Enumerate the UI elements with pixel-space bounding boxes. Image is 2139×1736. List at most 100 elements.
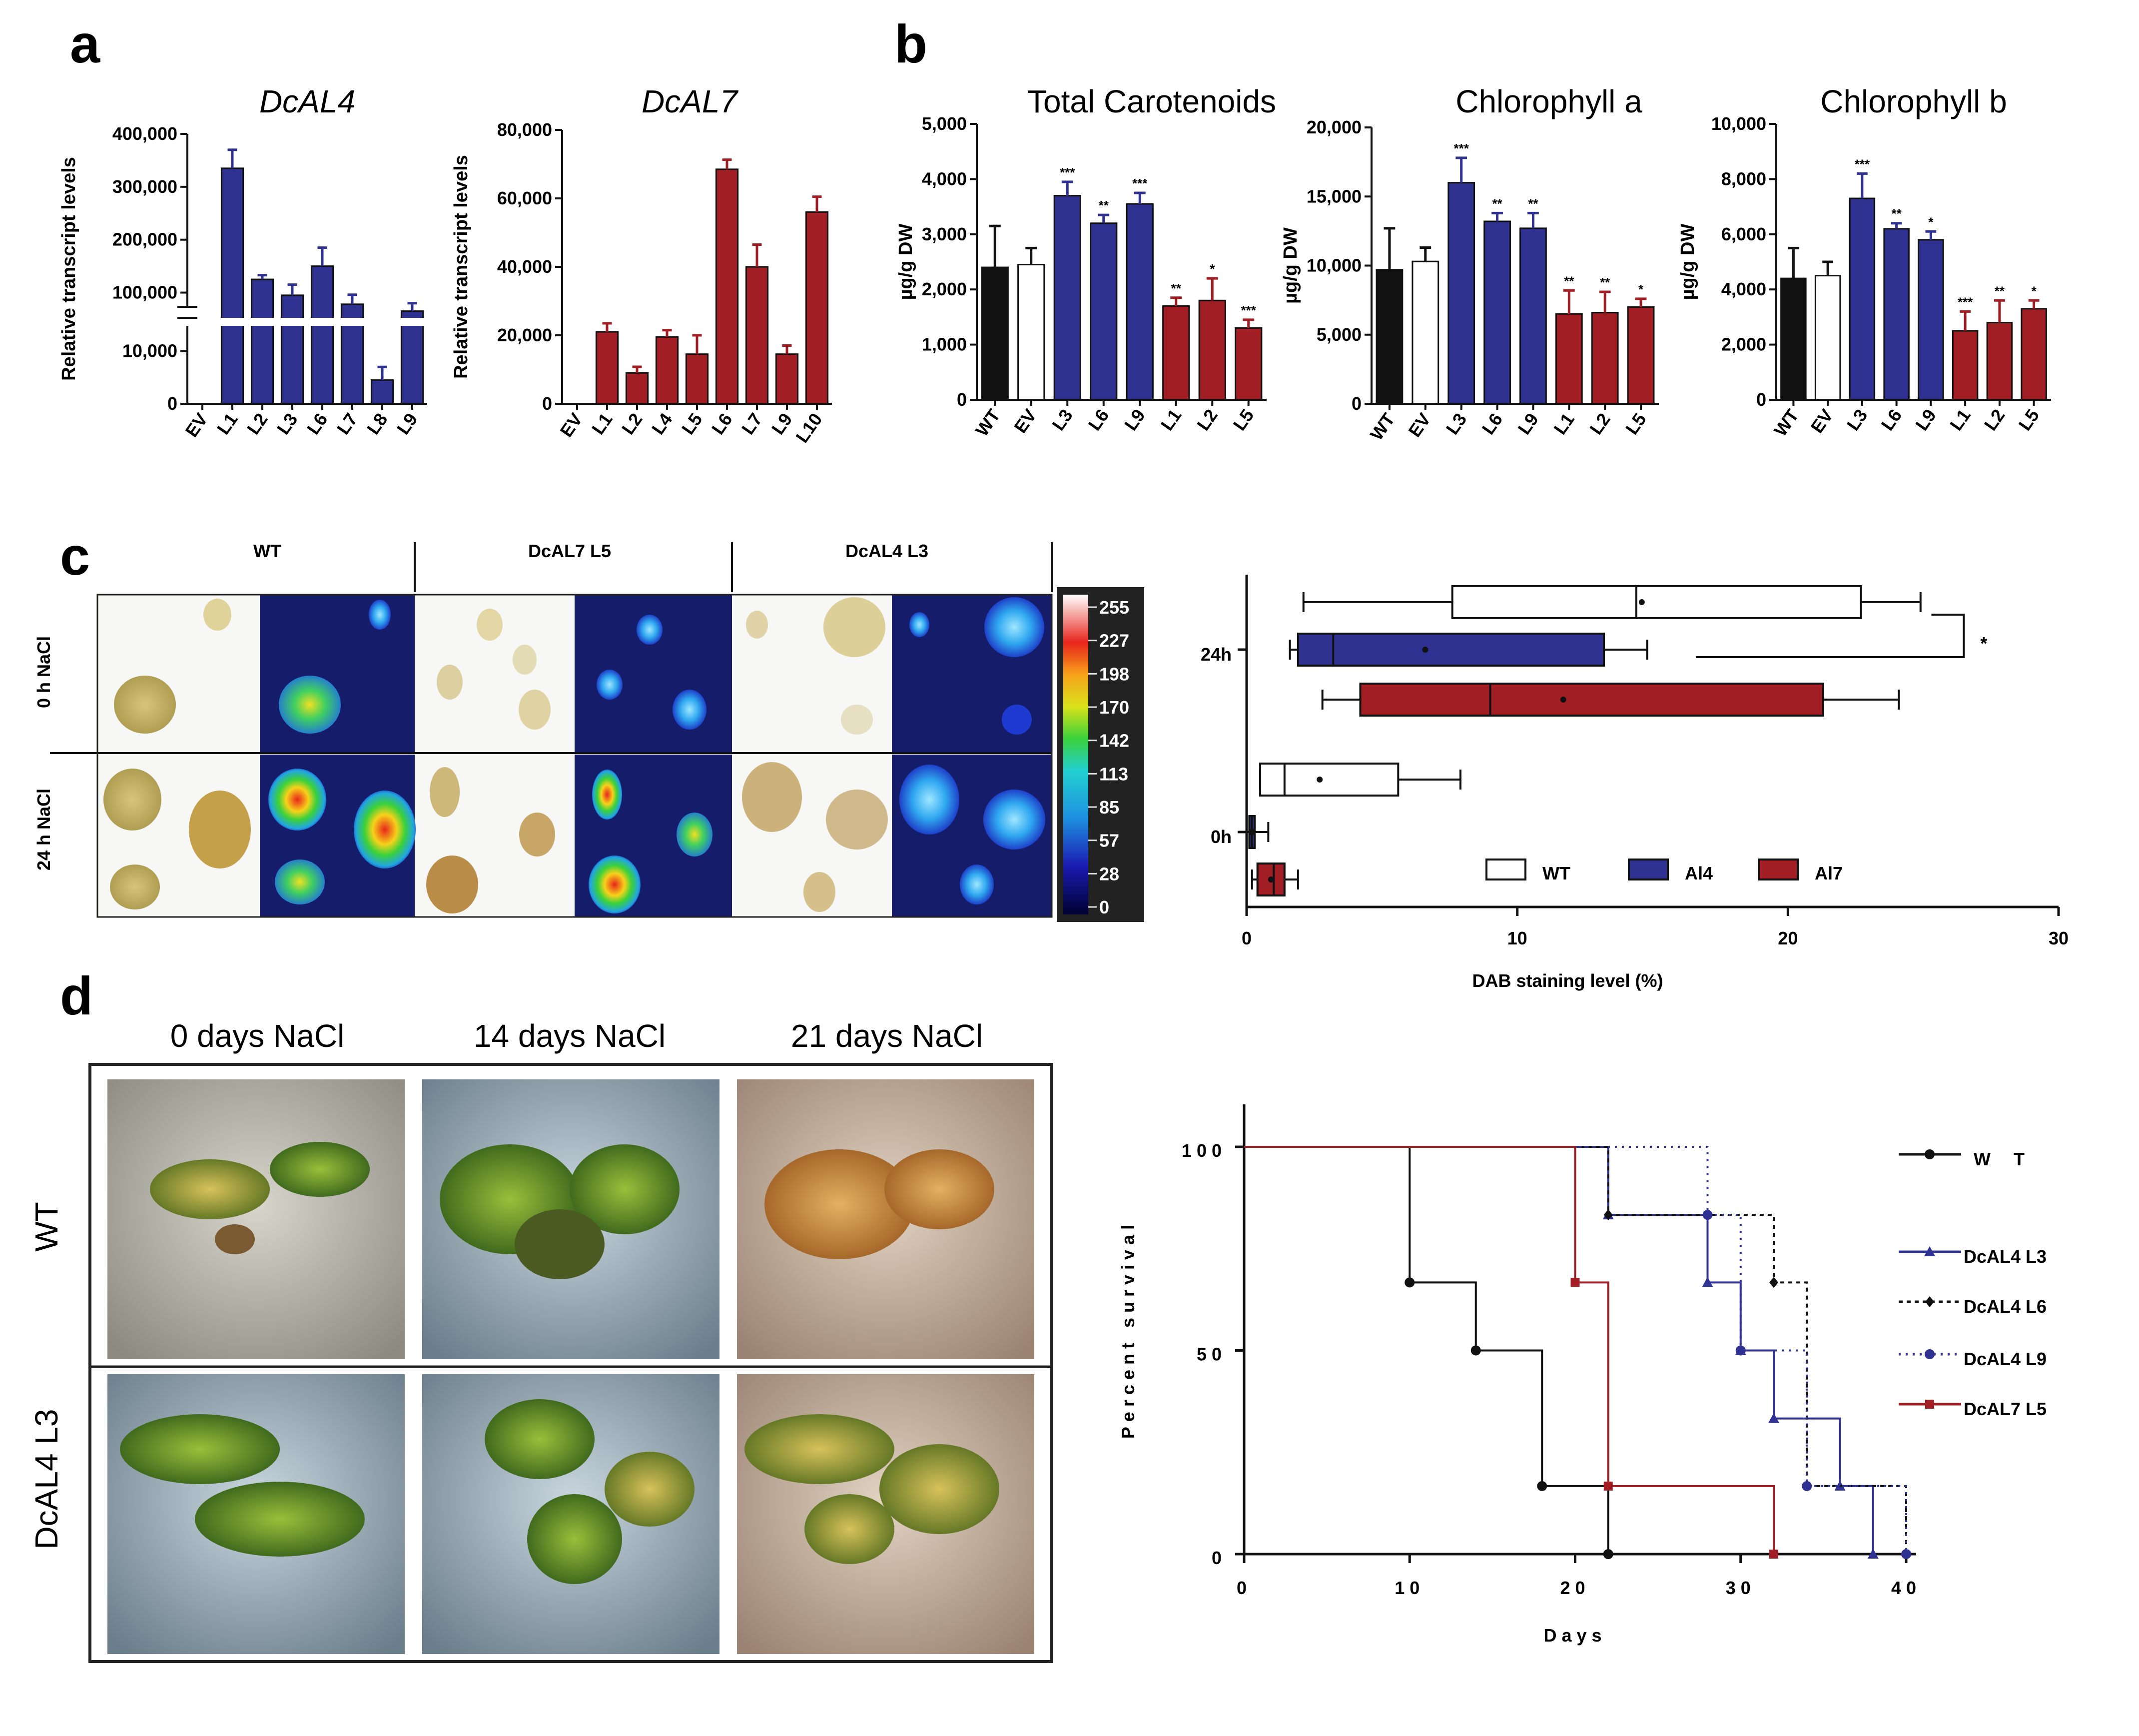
x-tick-label: L1 xyxy=(213,409,242,438)
legend-swatch xyxy=(1485,859,1526,880)
bar-l2 xyxy=(1198,299,1226,401)
y-tick-label: 400,000 xyxy=(112,123,177,144)
bar-ev xyxy=(1412,260,1439,405)
x-tick-label: L6 xyxy=(708,409,736,438)
bar-l9 xyxy=(1519,227,1547,405)
panel-letter-a: a xyxy=(70,13,100,74)
row-label-0h-nacl: 0 h NaCl xyxy=(33,636,54,708)
series-marker xyxy=(1702,1277,1713,1287)
y-tick-label: 0 xyxy=(1756,389,1766,410)
x-tick-label: L5 xyxy=(1229,405,1258,434)
box-24h-al4 xyxy=(1289,633,1648,667)
x-axis-label: Days xyxy=(1543,1625,1606,1646)
chart-title: Chlorophyll a xyxy=(1455,83,1642,119)
x-tick-label: L1 xyxy=(1946,405,1975,434)
group-label: 0h xyxy=(1211,827,1232,847)
legend-label: DcAL4 L6 xyxy=(1964,1296,2047,1317)
x-tick-label: L2 xyxy=(618,409,647,438)
series-marker xyxy=(1405,1277,1415,1288)
box-iqr xyxy=(1359,683,1824,717)
photo-wt-day0 xyxy=(107,1079,405,1359)
x-tick-label: L9 xyxy=(393,409,422,438)
series-marker xyxy=(1768,1413,1779,1423)
significance-mark: * xyxy=(1928,214,1934,229)
column-label-21-days: 21 days NaCl xyxy=(791,1018,983,1054)
box-iqr xyxy=(1259,763,1400,797)
bar-l1 xyxy=(1555,313,1583,405)
column-label-dcal7-l5: DcAL7 L5 xyxy=(528,541,611,561)
significance-mark: ** xyxy=(1171,281,1182,296)
significance-mark: ** xyxy=(1995,283,2005,298)
x-tick-label: L8 xyxy=(363,409,392,438)
survival-line xyxy=(1244,1146,1874,1554)
x-tick-label: L10 xyxy=(791,409,826,446)
bar-l1 xyxy=(220,167,244,405)
y-axis-label: µg/g DW xyxy=(1280,227,1301,304)
colorbar-tick-label: 57 xyxy=(1099,831,1119,851)
x-tick-label: 0 xyxy=(1242,928,1252,948)
y-tick-label: 0 xyxy=(1212,1548,1227,1568)
chart-total-carotenoids: Total Carotenoids µg/g DW 0 1,000 2,000 3,000… xyxy=(895,83,1276,440)
legend-label: Al7 xyxy=(1815,863,1843,883)
row-label-wt: WT xyxy=(28,1202,64,1252)
series-marker xyxy=(1769,1550,1778,1559)
bar-l9 xyxy=(1918,239,1944,401)
series-marker xyxy=(1925,1296,1934,1307)
y-tick-label: 20,000 xyxy=(497,325,552,345)
x-tick-label: 40 xyxy=(1891,1578,1921,1598)
legend-swatch xyxy=(1628,859,1669,880)
bar-l3 xyxy=(1447,182,1475,405)
y-tick-label: 300,000 xyxy=(112,176,177,197)
bar-wt xyxy=(1376,269,1404,405)
colorbar-tick-label: 170 xyxy=(1099,697,1129,718)
series-marker xyxy=(1925,1400,1934,1409)
y-tick-label: 20,000 xyxy=(1307,117,1362,137)
y-axis-label: Relative transcript levels xyxy=(451,155,472,379)
y-tick-label: 60,000 xyxy=(497,188,552,208)
x-tick-label: L6 xyxy=(1477,409,1506,438)
y-tick-label: 0 xyxy=(1352,393,1362,414)
significance-bracket xyxy=(1696,614,1965,658)
significance-mark: * xyxy=(1980,633,1987,654)
y-tick-label: 10,000 xyxy=(1711,113,1766,134)
bar-l10 xyxy=(805,211,829,405)
bar-l5 xyxy=(2021,308,2047,401)
series-marker xyxy=(1867,1549,1879,1559)
x-tick-label: WT xyxy=(1366,409,1399,444)
series-marker xyxy=(1925,1349,1935,1359)
chart-chlorophyll-a: Chlorophyll a µg/g DW 0 5,000 10,000 15,000 20… xyxy=(1280,83,1659,444)
box-24h-wt xyxy=(1302,585,1922,619)
x-tick-label: 10 xyxy=(1395,1578,1425,1598)
y-axis-label: µg/g DW xyxy=(1677,223,1698,300)
x-tick-label: 30 xyxy=(1726,1578,1756,1598)
y-tick-label: 80,000 xyxy=(497,119,552,140)
column-label-14-days: 14 days NaCl xyxy=(474,1018,666,1054)
series-marker xyxy=(1702,1210,1713,1220)
series-marker xyxy=(1925,1149,1935,1159)
bar-l5 xyxy=(685,353,709,405)
colorbar-tick-label: 85 xyxy=(1099,797,1119,818)
series-marker xyxy=(1924,1246,1935,1256)
series-dcal7-l5 xyxy=(1244,1146,1778,1559)
mean-marker xyxy=(1422,647,1428,653)
y-tick-label: 8,000 xyxy=(1721,168,1766,189)
box-0h-al4 xyxy=(1246,815,1270,849)
column-label-wt: WT xyxy=(253,541,281,561)
y-tick-label: 100 xyxy=(1182,1140,1227,1161)
bar-l3 xyxy=(1053,195,1081,401)
series-marker xyxy=(1735,1345,1746,1356)
bar-l2 xyxy=(250,278,274,405)
series-marker xyxy=(1470,1345,1481,1356)
series-marker xyxy=(1570,1278,1580,1287)
x-tick-label: L5 xyxy=(678,409,707,438)
significance-mark: ** xyxy=(1528,196,1538,211)
row-label-24h-nacl: 24 h NaCl xyxy=(33,789,54,870)
bar-l7 xyxy=(745,266,769,405)
x-tick-label: L2 xyxy=(1980,405,2009,434)
photo-wt-0h-bright xyxy=(97,595,260,752)
legend-label: DcAL4 L9 xyxy=(1964,1349,2047,1369)
chart-title: DcAL4 xyxy=(259,83,355,119)
series-marker xyxy=(1901,1549,1911,1559)
legend-label: DcAL7 L5 xyxy=(1964,1399,2047,1419)
